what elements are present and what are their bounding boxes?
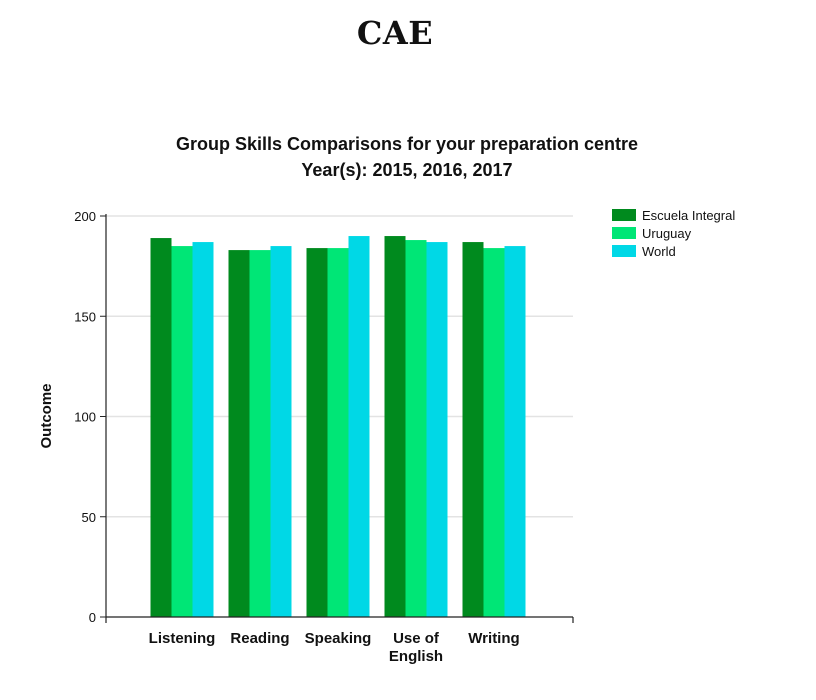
chart-title: Group Skills Comparisons for your prepar… <box>176 134 638 154</box>
y-tick-label: 150 <box>74 309 96 324</box>
y-tick-label: 200 <box>74 209 96 224</box>
legend-swatch <box>612 245 636 257</box>
x-tick-label: Reading <box>230 630 289 647</box>
x-tick-label: Writing <box>468 630 519 647</box>
bar-world <box>504 246 526 617</box>
legend-label: Uruguay <box>642 226 692 241</box>
y-tick-label: 100 <box>74 410 96 425</box>
bar-world <box>426 242 448 617</box>
x-tick-label: Speaking <box>305 630 372 647</box>
bar-uruguay <box>327 248 349 617</box>
bar-escuela-integral <box>150 238 172 617</box>
y-tick-label: 0 <box>89 610 96 625</box>
x-tick-label: Listening <box>149 630 216 647</box>
bar-uruguay <box>171 246 193 617</box>
bar-world <box>270 246 292 617</box>
y-tick-label: 50 <box>82 510 96 525</box>
legend-swatch <box>612 227 636 239</box>
bars <box>150 236 526 618</box>
legend-label: World <box>642 244 676 259</box>
bar-uruguay <box>405 240 427 617</box>
x-tick-label: Use of English <box>389 630 443 665</box>
legend: Escuela Integral Uruguay World <box>612 208 735 259</box>
legend-label: Escuela Integral <box>642 208 735 223</box>
bar-escuela-integral <box>462 242 484 617</box>
bar-world <box>192 242 214 617</box>
chart-subtitle: Year(s): 2015, 2016, 2017 <box>301 160 512 180</box>
bar-uruguay <box>483 248 505 617</box>
axes: 0 50 100 150 200 Listening Reading Speaking Use … <box>74 209 574 665</box>
bar-escuela-integral <box>384 236 406 618</box>
y-axis-label: Outcome <box>38 383 55 448</box>
bar-escuela-integral <box>228 250 250 617</box>
legend-swatch <box>612 209 636 221</box>
bar-world <box>348 236 370 618</box>
page-heading: CAE <box>356 14 434 52</box>
bar-uruguay <box>249 250 271 617</box>
bar-escuela-integral <box>306 248 328 617</box>
